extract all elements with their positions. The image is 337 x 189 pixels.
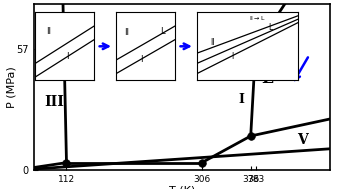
Text: II: II [124,28,129,37]
Text: L: L [160,27,164,36]
Text: II: II [210,38,215,47]
Text: II: II [46,27,51,36]
Text: I: I [238,93,244,106]
Text: I: I [67,52,69,61]
Text: II$\rightarrow$L: II$\rightarrow$L [249,14,266,22]
Text: L: L [262,70,273,87]
Text: I: I [140,55,142,64]
X-axis label: T (K): T (K) [169,185,195,189]
Text: L: L [268,23,272,32]
Text: I: I [232,52,234,61]
Text: II: II [135,31,149,45]
Text: III: III [45,95,65,109]
Text: V: V [297,133,308,147]
Y-axis label: P (MPa): P (MPa) [6,66,16,108]
